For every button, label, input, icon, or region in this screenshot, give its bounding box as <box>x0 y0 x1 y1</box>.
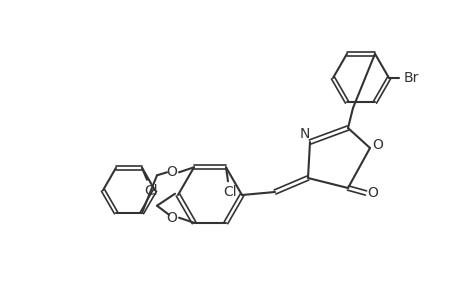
Text: Cl: Cl <box>144 184 157 198</box>
Text: Br: Br <box>403 71 418 85</box>
Text: O: O <box>372 138 383 152</box>
Text: N: N <box>299 127 309 141</box>
Text: O: O <box>166 211 177 225</box>
Text: Cl: Cl <box>223 185 236 199</box>
Text: O: O <box>367 186 378 200</box>
Text: O: O <box>166 165 177 179</box>
